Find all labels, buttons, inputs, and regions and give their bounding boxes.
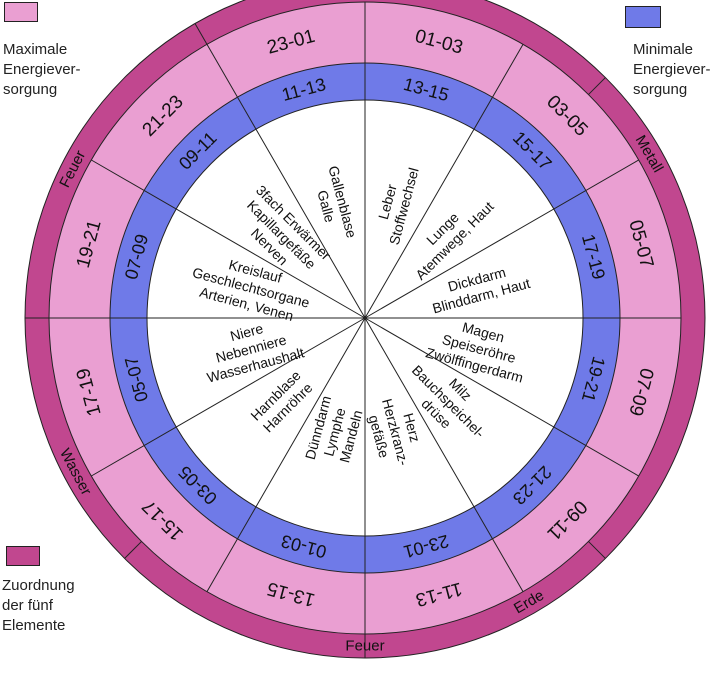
min-energy-legend-label: Minimale Energiever- sorgung	[633, 41, 711, 98]
sector-divider	[91, 317, 366, 477]
element-label: Feuer	[345, 638, 384, 655]
max-energy-swatch	[4, 2, 38, 22]
sector-divider	[206, 44, 366, 319]
sector-divider	[364, 317, 524, 592]
max-energy-legend-label: Maximale Energiever- sorgung	[3, 41, 81, 98]
element-divider	[588, 541, 606, 559]
sector-divider	[91, 159, 366, 319]
organ-label-line: Herz	[400, 411, 423, 444]
sector-divider	[364, 317, 639, 477]
min-energy-swatch	[625, 6, 661, 28]
element-divider	[124, 541, 142, 559]
element-divider	[194, 23, 208, 45]
elements-swatch	[6, 546, 40, 566]
sector-divider	[364, 159, 639, 319]
elements-legend-label: Zuordnung der fünf Elemente	[2, 577, 75, 634]
sector-divider	[364, 44, 524, 319]
element-divider	[588, 77, 606, 95]
sector-divider	[206, 317, 366, 592]
